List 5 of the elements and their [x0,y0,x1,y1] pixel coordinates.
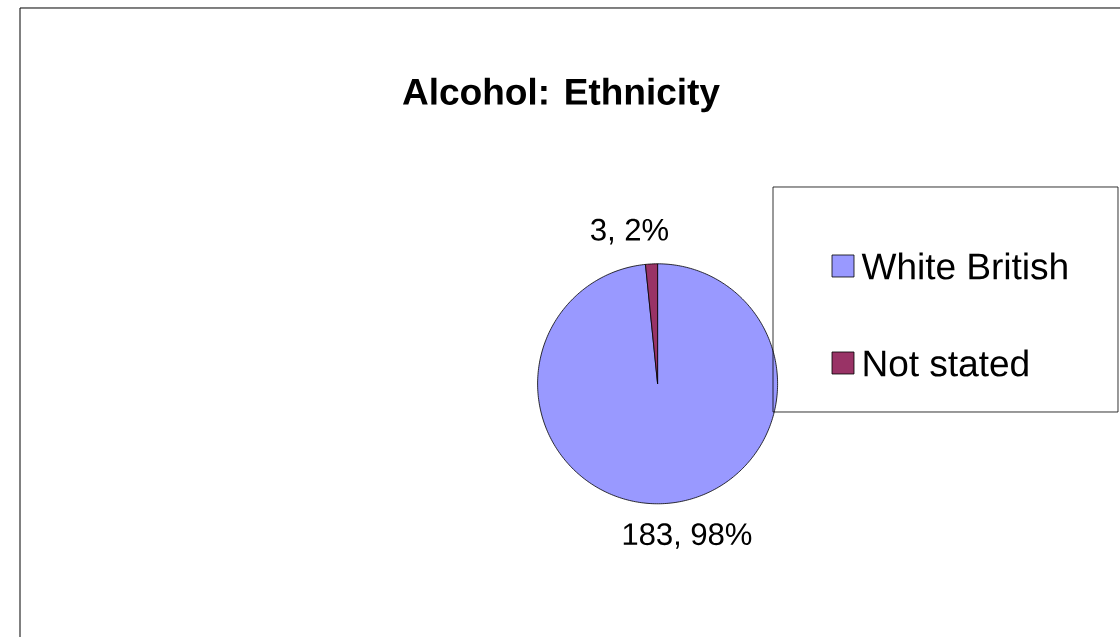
chart-title: Alcohol: Ethnicity [402,77,720,113]
legend-label: Not stated [864,349,1028,377]
data-label: 3, 2% [591,218,668,245]
legend-label: White British [861,252,1067,280]
data-label: 183, 98% [623,523,752,549]
